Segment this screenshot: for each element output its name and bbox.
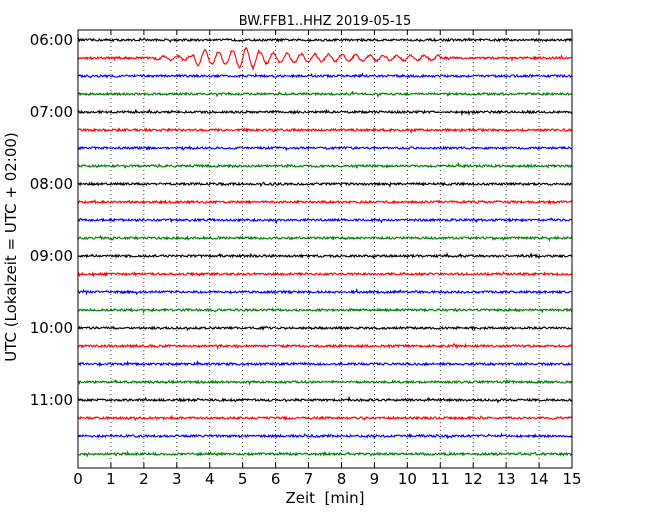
x-tick-label: 4 (205, 470, 215, 488)
trace-0800 (77, 181, 573, 189)
trace-0930 (77, 287, 572, 296)
trace-1130 (77, 432, 573, 440)
trace-0815 (77, 198, 573, 206)
x-tick-label: 10 (398, 470, 417, 488)
trace-0630 (77, 72, 573, 79)
trace-1115 (77, 414, 573, 422)
y-tick-label: 11:00 (30, 391, 73, 409)
x-tick-label: 13 (497, 470, 516, 488)
chart-title: BW.FFB1..HHZ 2019-05-15 (239, 14, 412, 29)
x-axis-label: Zeit [min] (285, 489, 364, 507)
plot-area-frame (77, 29, 573, 469)
y-tick-label: 08:00 (30, 175, 73, 193)
x-tick-label: 6 (271, 470, 281, 488)
trace-0900 (77, 251, 573, 260)
y-axis-label: UTC (Lokalzeit = UTC + 02:00) (2, 132, 20, 362)
x-tick-label: 0 (73, 470, 83, 488)
y-tick-label: 06:00 (30, 31, 73, 49)
trace-0845 (77, 234, 573, 242)
trace-0715 (77, 126, 573, 135)
x-tick-label: 3 (172, 470, 182, 488)
trace-1015 (77, 342, 573, 351)
x-tick-label: 2 (139, 470, 149, 488)
trace-1000 (77, 325, 573, 332)
x-tick-label: 1 (106, 470, 116, 488)
trace-0700 (77, 108, 573, 117)
trace-layer (77, 37, 573, 458)
y-tick-label: 10:00 (30, 319, 73, 337)
trace-0830 (77, 217, 573, 225)
trace-0730 (77, 145, 573, 152)
trace-1145 (77, 450, 573, 458)
x-tick-label: 5 (238, 470, 248, 488)
trace-0615 (77, 46, 573, 72)
trace-0745 (77, 161, 573, 169)
x-tick-label: 14 (530, 470, 549, 488)
trace-1100 (77, 395, 573, 404)
trace-0945 (77, 306, 573, 315)
x-axis: 0 1 2 3 4 5 6 7 8 9 10 11 12 13 14 15 (73, 30, 582, 488)
x-tick-label: 15 (562, 470, 581, 488)
y-axis: 06:00 07:00 08:00 09:00 10:00 11:00 (30, 31, 83, 409)
y-tick-label: 09:00 (30, 247, 73, 265)
trace-0915 (77, 271, 573, 278)
x-tick-label: 11 (431, 470, 450, 488)
trace-0645 (77, 90, 573, 99)
x-tick-label: 9 (370, 470, 380, 488)
x-tick-label: 7 (304, 470, 314, 488)
trace-1045 (77, 379, 573, 386)
trace-1030 (77, 359, 573, 368)
trace-0600 (77, 37, 573, 43)
x-tick-label: 12 (464, 470, 483, 488)
x-tick-label: 8 (337, 470, 347, 488)
y-tick-label: 07:00 (30, 103, 73, 121)
